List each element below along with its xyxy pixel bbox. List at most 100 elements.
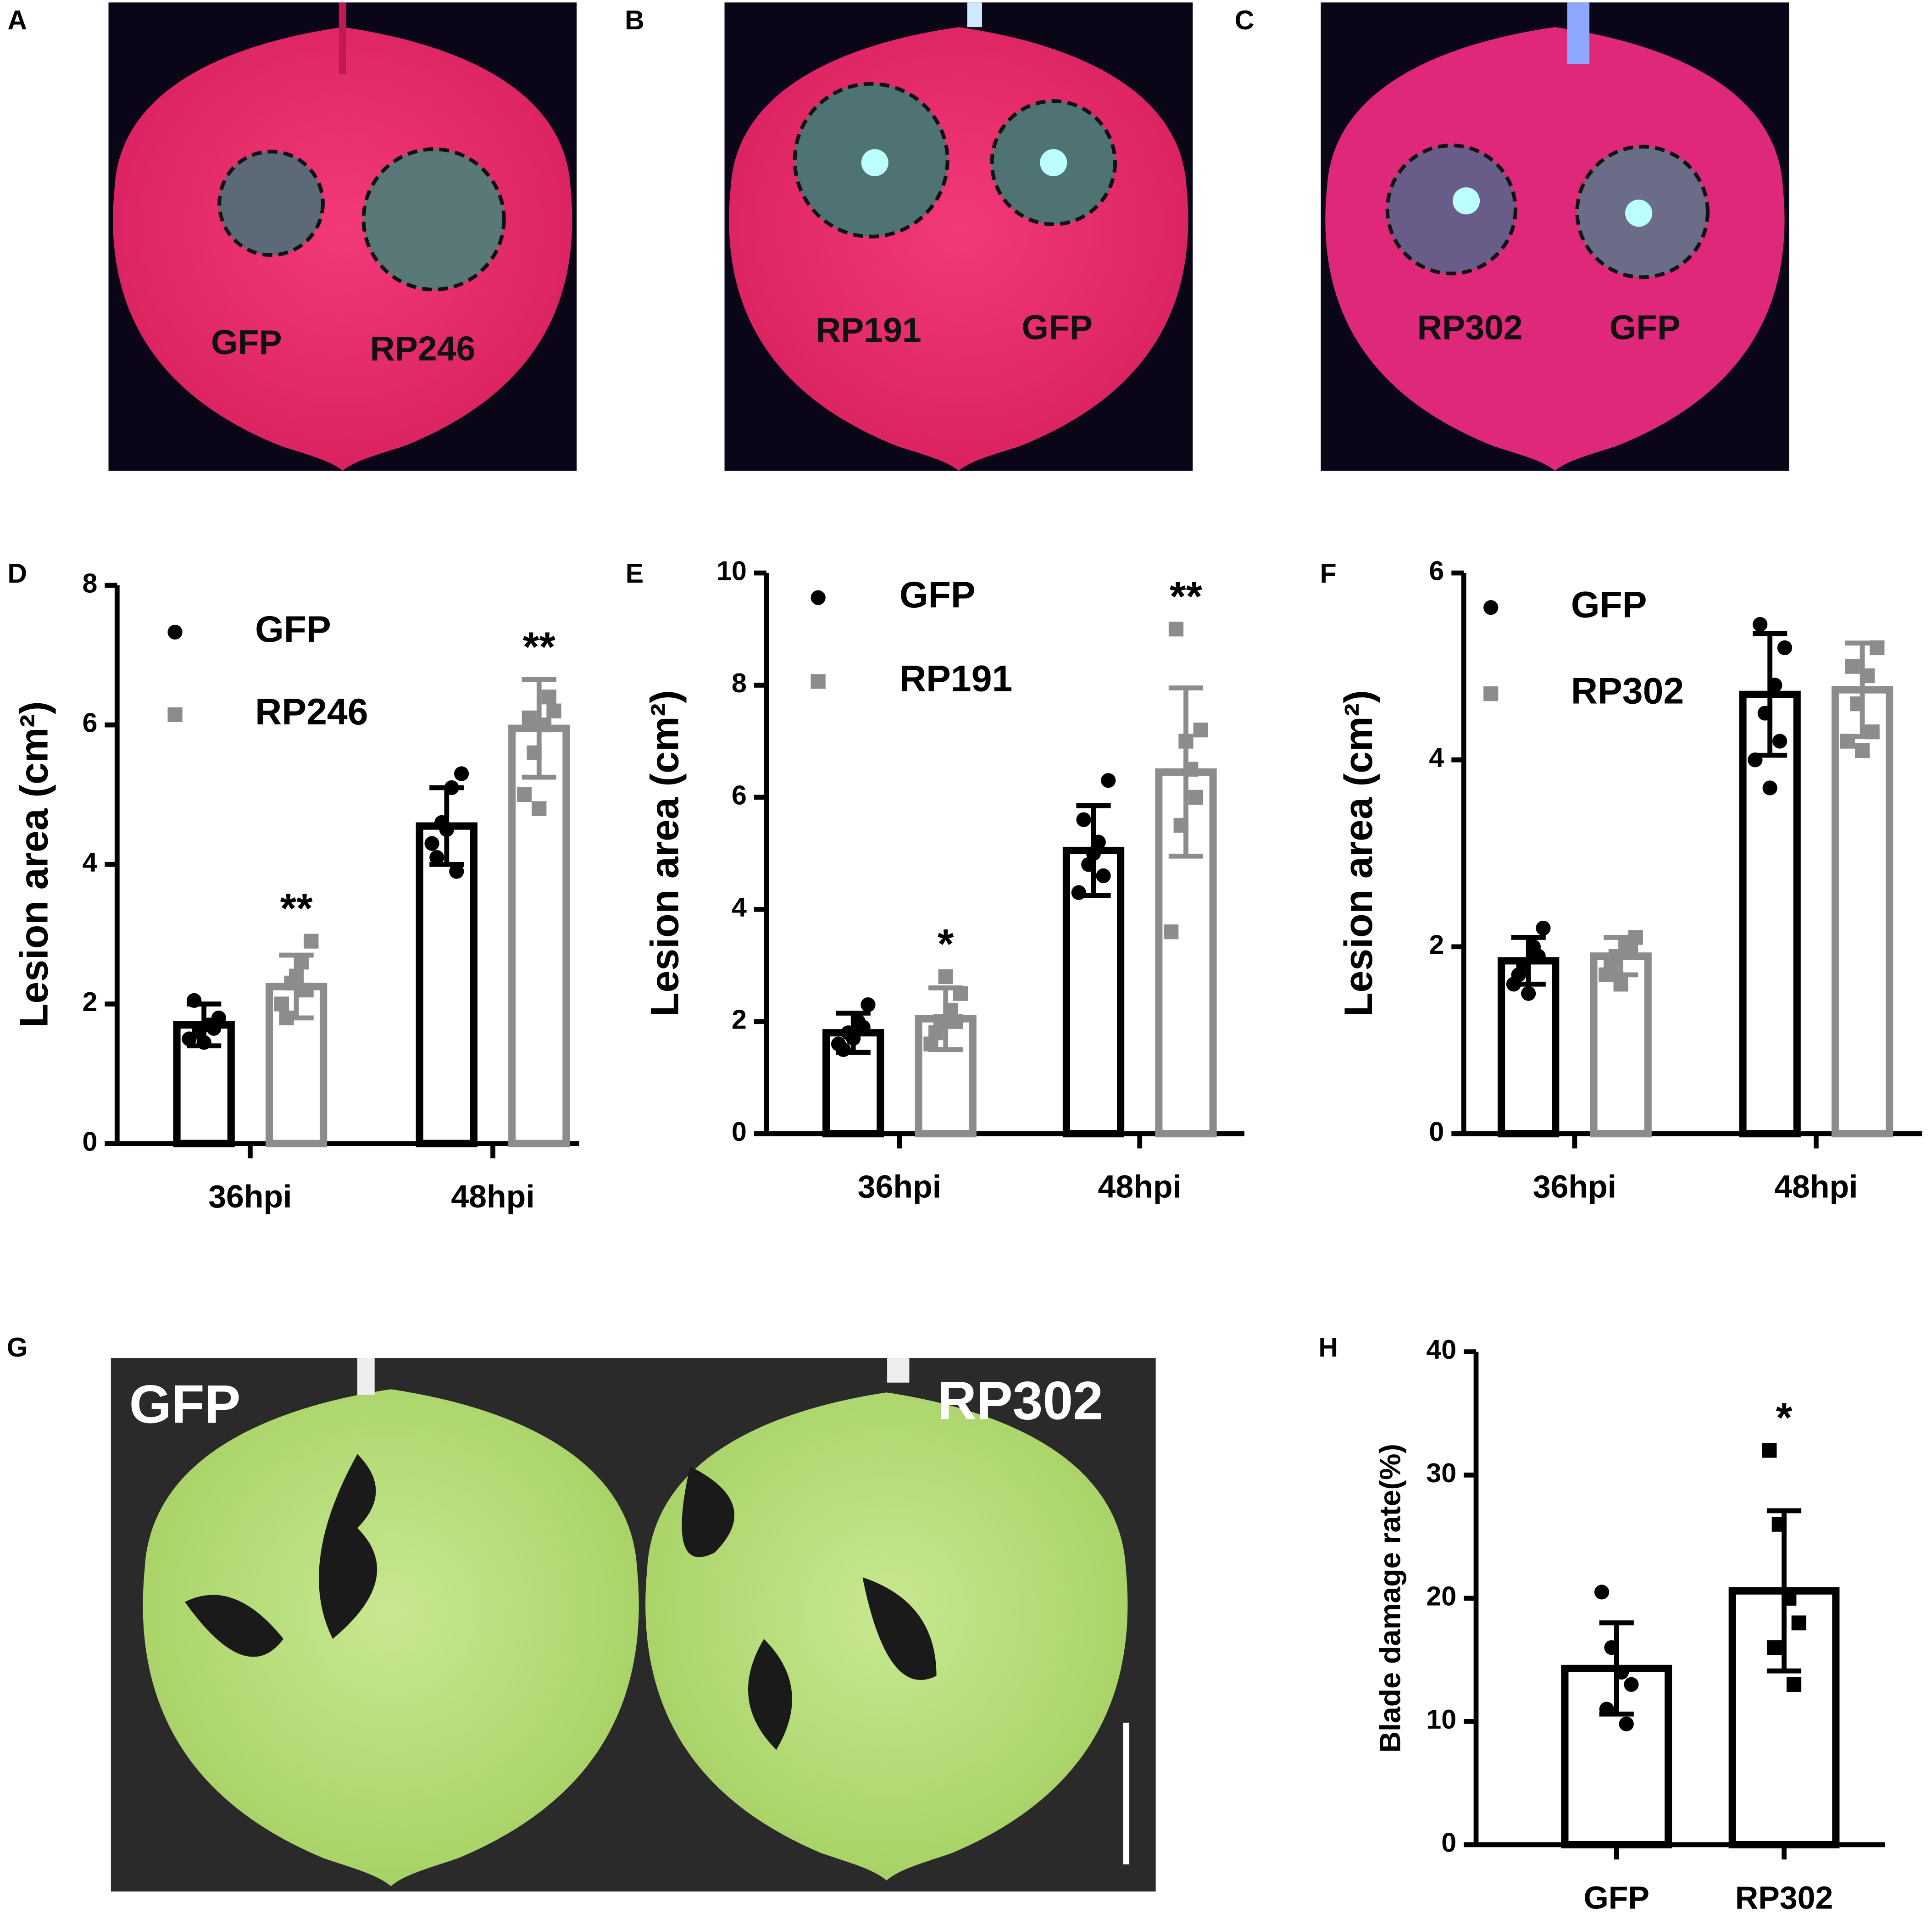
data-point	[1786, 1677, 1802, 1692]
data-point	[861, 997, 876, 1012]
data-point	[1183, 762, 1199, 777]
x-tick-label: 48hpi	[1098, 1169, 1182, 1205]
data-point	[1521, 986, 1536, 1001]
data-point	[274, 996, 289, 1012]
data-point	[1599, 1702, 1614, 1717]
legend-label: GFP	[1571, 584, 1647, 626]
significance: **	[1170, 573, 1203, 620]
data-point	[1168, 622, 1184, 637]
y-tick-label: 4	[732, 892, 747, 923]
photo-g	[111, 1358, 1156, 1892]
photo-b	[724, 2, 1193, 471]
y-axis-label: Lesion area (cm²)	[643, 690, 687, 1017]
y-axis-label: Lesion area (cm²)	[1337, 690, 1381, 1017]
data-point	[836, 1042, 851, 1057]
y-tick-label: 0	[82, 1126, 97, 1157]
photo-label: GFP	[211, 323, 282, 362]
y-axis-label: Lesion area (cm²)	[12, 701, 56, 1028]
panel-letter: E	[626, 558, 644, 589]
data-point	[1614, 1664, 1629, 1680]
data-point	[1782, 1591, 1797, 1606]
y-tick-label: 40	[1426, 1335, 1456, 1365]
panel-letter: B	[625, 5, 644, 35]
panel-letter: A	[7, 5, 27, 35]
significance: **	[523, 623, 556, 670]
data-point	[1604, 958, 1619, 973]
data-point	[1753, 617, 1768, 632]
photo-label: RP302	[1417, 308, 1523, 347]
data-point	[1845, 659, 1860, 674]
data-point	[454, 766, 469, 781]
photo-label: RP246	[370, 329, 475, 367]
data-point	[429, 850, 444, 865]
y-tick-label: 10	[716, 556, 747, 586]
data-point	[1850, 696, 1865, 712]
legend-marker	[167, 624, 183, 640]
legend-marker	[811, 590, 826, 605]
data-point	[299, 982, 314, 998]
x-tick-label: 36hpi	[1533, 1169, 1616, 1205]
data-point	[846, 1031, 861, 1046]
data-point	[527, 745, 542, 761]
data-point	[1173, 818, 1188, 833]
data-point	[1771, 1517, 1787, 1532]
data-point	[1777, 640, 1793, 656]
data-point	[1772, 734, 1788, 749]
y-axis-label: Blade damage rate(%)	[1373, 1444, 1406, 1752]
y-tick-label: 4	[1429, 743, 1444, 773]
legend-marker	[167, 707, 183, 723]
data-point	[1748, 752, 1763, 768]
y-tick-label: 8	[732, 668, 747, 698]
legend-label: GFP	[899, 574, 976, 616]
data-point	[1854, 743, 1870, 758]
data-point	[294, 955, 309, 970]
data-point	[1096, 868, 1111, 884]
photo-label: RP302	[938, 1370, 1103, 1431]
photo-label: GFP	[1022, 308, 1093, 347]
data-point	[855, 1019, 871, 1035]
data-point	[1081, 857, 1096, 872]
legend-label: RP246	[255, 691, 368, 733]
x-tick-label: 48hpi	[451, 1179, 534, 1214]
data-point	[536, 717, 552, 733]
data-point	[279, 1010, 294, 1026]
data-point	[424, 836, 439, 851]
y-tick-label: 6	[732, 780, 747, 810]
significance: *	[938, 921, 954, 968]
y-tick-label: 6	[1429, 556, 1444, 586]
data-point	[938, 969, 953, 985]
data-point	[1762, 1443, 1777, 1458]
data-point	[439, 822, 454, 837]
data-point	[1188, 790, 1204, 805]
significance: *	[1776, 1394, 1793, 1441]
data-point	[1193, 723, 1208, 738]
data-point	[1865, 724, 1880, 740]
significance: **	[280, 885, 313, 932]
y-tick-label: 2	[1429, 929, 1444, 960]
data-point	[1767, 678, 1782, 693]
data-point	[1531, 949, 1546, 964]
panel-letter: H	[1318, 1332, 1338, 1363]
data-point	[1086, 845, 1101, 861]
data-point	[1536, 920, 1551, 936]
data-point	[1178, 734, 1194, 749]
data-point	[1628, 930, 1643, 945]
legend-label: RP302	[1571, 671, 1684, 712]
photo-label: RP191	[816, 311, 922, 349]
data-point	[1594, 1585, 1610, 1600]
data-point	[541, 690, 556, 705]
data-point	[516, 787, 532, 802]
legend-label: GFP	[255, 609, 331, 650]
photo-c	[1321, 2, 1789, 471]
y-tick-label: 0	[732, 1117, 747, 1147]
y-tick-label: 6	[82, 708, 97, 738]
data-point	[444, 780, 459, 795]
bar	[416, 822, 477, 1147]
data-point	[1071, 885, 1086, 900]
panel-letter: F	[1320, 558, 1337, 589]
y-tick-label: 2	[82, 987, 97, 1017]
data-point	[1791, 1615, 1806, 1630]
data-point	[196, 1035, 211, 1050]
y-tick-label: 20	[1426, 1581, 1456, 1611]
